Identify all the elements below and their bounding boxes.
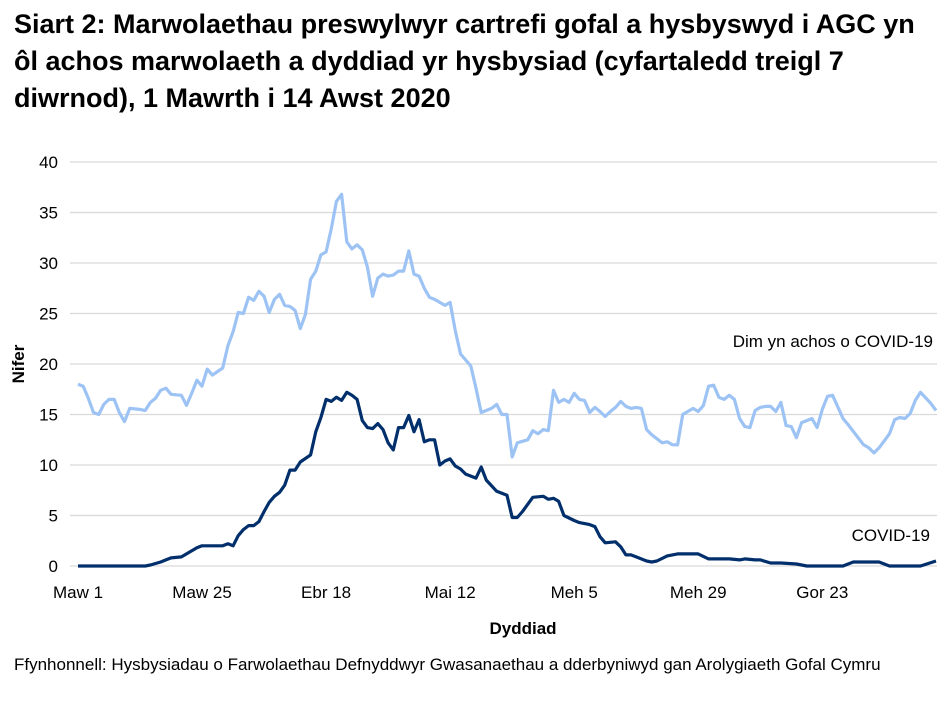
x-tick-label: Ebr 18 — [301, 583, 351, 602]
x-tick-label: Meh 29 — [670, 583, 727, 602]
chart-title: Siart 2: Marwolaethau preswylwyr cartref… — [14, 9, 915, 113]
series-label-non-covid: Dim yn achos o COVID-19 — [733, 332, 933, 351]
x-tick-label: Gor 23 — [796, 583, 848, 602]
y-tick-label: 0 — [49, 557, 58, 576]
x-tick-label: Mai 12 — [425, 583, 476, 602]
y-tick-label: 40 — [39, 153, 58, 172]
series-lines — [77, 192, 938, 568]
y-axis-title: Nifer — [9, 344, 28, 383]
x-tick-label: Maw 25 — [172, 583, 232, 602]
x-axis-ticks: Maw 1 Maw 25 Ebr 18 Mai 12 Meh 5 Meh 29 Gor 23 — [53, 583, 848, 602]
y-tick-label: 35 — [39, 204, 58, 223]
y-tick-label: 15 — [39, 406, 58, 425]
source-note: Ffynhonnell: Hysbysiadau o Farwolaethau … — [14, 655, 881, 674]
gridlines — [70, 161, 937, 567]
series-line-covid — [78, 390, 937, 568]
y-tick-label: 10 — [39, 456, 58, 475]
x-tick-label: Maw 1 — [53, 583, 103, 602]
x-axis-title: Dyddiad — [489, 619, 556, 638]
x-tick-label: Meh 5 — [551, 583, 598, 602]
series-label-covid: COVID-19 — [852, 526, 930, 545]
y-tick-label: 20 — [39, 355, 58, 374]
y-axis-ticks: 0 5 10 15 20 25 30 35 40 — [39, 153, 58, 576]
y-tick-label: 5 — [49, 507, 58, 526]
series-line-non-covid — [77, 192, 938, 459]
y-tick-label: 25 — [39, 305, 58, 324]
y-tick-label: 30 — [39, 254, 58, 273]
